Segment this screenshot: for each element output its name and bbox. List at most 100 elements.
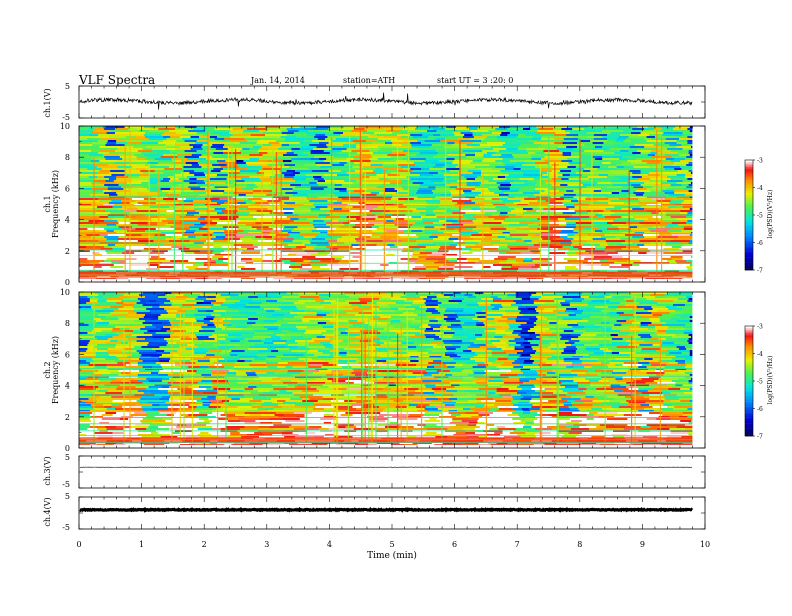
spec1-cell [571,240,587,242]
spec1-cell [573,190,594,192]
spec1-cell [531,236,541,238]
spec1-cell [612,256,623,258]
spec1-cell [179,178,190,180]
spec1-cell [129,138,148,140]
spec1-cell [162,220,180,222]
spec2-cell [159,306,180,308]
spec1-cell [629,180,650,182]
spec1-cell [626,246,639,248]
spec1-cell [437,148,450,150]
spec2-cell [221,304,231,306]
spec2-cell [475,314,487,316]
spec1-cell [198,184,215,186]
spec2-cell [619,322,632,324]
spec1-cell [635,142,654,144]
spec1-cell [145,164,156,166]
spec2-cell [261,340,272,342]
spec2-cell [186,310,198,312]
spec1-cell [509,174,524,176]
spec2-cell [245,306,261,308]
spec1-cell [473,146,491,148]
spec2-cell [594,336,613,338]
spec2-cell [624,298,633,300]
spec1-cell [477,128,495,130]
spec2-cell [558,316,570,318]
spec1-cell [195,142,207,144]
spec1-cell [361,158,370,160]
spec1-cell [489,190,501,192]
spec1-cell [108,164,126,166]
spec2-cell [404,334,415,336]
spec1-cell [385,188,395,190]
spec1-cell [684,200,693,202]
spec1-cell [624,140,631,142]
ch2-spectrogram-panel: ch.2 Frequency (kHz) log(PSD)(V²/Hz) 024… [43,288,774,453]
spec1-cell [327,264,348,266]
spec1-cell [677,174,686,176]
spec1-cell [638,188,647,190]
spec1-cell [524,198,535,200]
spec2-cell [530,298,539,300]
spec1-cell [474,264,493,266]
spec1-cell [183,170,194,172]
spec2-cell [225,338,244,340]
spec2-cell [345,334,360,336]
spec2-cell [247,314,260,316]
spec1-cell [558,146,567,148]
spec1-cell [554,138,564,140]
spec1-cell [146,146,167,148]
spec1-cell [417,244,435,246]
spec1-cell [324,174,337,176]
spec1-cell [517,150,527,152]
spec1-cell [125,174,140,176]
spec1-cell [485,236,498,238]
spec1-cell [588,260,600,262]
spec1-cell [558,172,576,174]
spec1-cell [215,184,234,186]
spec2-cell [639,326,655,328]
spec2-cell [558,320,573,322]
spec1-cell [458,164,477,166]
spec1-cell [685,174,692,176]
spec1-cell [98,198,111,200]
spec1-cell [97,210,106,212]
spec1-cell [365,128,384,130]
spec1-cell [595,230,602,232]
spec1-cell [679,154,690,156]
spec1-cell [289,144,310,146]
spec2-cell [461,324,477,326]
spec2-cell [450,296,468,298]
spec1-cell [422,230,438,232]
spec1-cell [371,266,392,268]
spec2-cell [489,310,505,312]
spec2-cell [116,302,123,304]
spec1-cell [189,228,199,230]
spec1-cell [467,258,480,260]
spec2-cell [511,304,522,306]
spec1-cell [501,154,512,156]
spec1-cell [485,268,502,270]
spec2-cell [464,308,477,310]
spec1-cell [681,246,692,248]
spec2-cell [107,300,122,302]
spec1-cell [546,182,561,184]
spec2-cell [654,300,673,302]
spec1-cell [680,166,692,168]
spec1-cell [284,212,293,214]
spec1-cell [398,198,414,200]
spec1-cell [299,218,308,220]
spec2-cell [372,300,382,302]
spec1-cell [299,206,316,208]
spec2-cell [453,294,464,296]
spec1-cell [79,128,88,130]
spec1-cell [521,252,533,254]
spec1-cell [372,156,391,158]
spec1-cell [422,220,439,222]
spec1-cell [203,226,224,228]
spec1-cell [558,218,565,220]
spec1-cell [174,182,183,184]
spec1-cell [349,168,361,170]
spec1-cell [477,164,489,166]
spec1-cell [657,236,678,238]
spec2-cell [675,334,688,336]
